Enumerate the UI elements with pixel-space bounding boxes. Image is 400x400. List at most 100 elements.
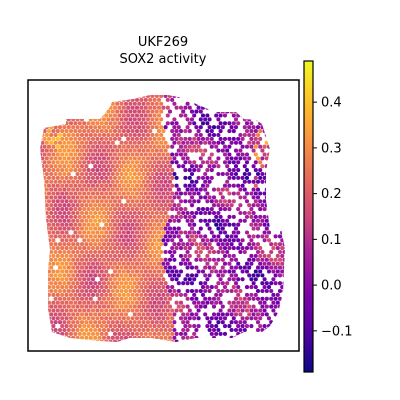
spot [123, 218, 129, 223]
spot [156, 152, 162, 157]
spot [139, 269, 144, 274]
spot [115, 179, 120, 184]
spot [163, 320, 168, 325]
spot [79, 249, 85, 255]
spot [244, 308, 250, 313]
spot [126, 199, 131, 204]
spot [145, 164, 151, 169]
spot [60, 316, 65, 321]
spot [53, 187, 58, 192]
spot [99, 300, 104, 305]
spot [128, 210, 133, 216]
spot [49, 257, 54, 262]
spot [90, 191, 96, 196]
spot [40, 168, 43, 173]
spot [260, 171, 265, 177]
spot [159, 288, 164, 294]
spot [220, 148, 225, 153]
spot [255, 179, 261, 184]
spot [271, 308, 276, 313]
spot [225, 156, 230, 161]
spot [68, 331, 74, 336]
spot [266, 144, 272, 149]
spot [46, 168, 52, 173]
colorbar-tick-label: 0.1 [321, 233, 342, 248]
spot [187, 121, 192, 126]
spot [101, 249, 107, 255]
spot [260, 249, 265, 255]
spot [238, 101, 243, 106]
spot [137, 312, 142, 317]
spot [64, 222, 69, 227]
spot [192, 277, 197, 282]
spot [209, 136, 214, 141]
spot [154, 95, 159, 99]
spot [139, 253, 144, 258]
spot [90, 292, 96, 297]
spot [75, 281, 80, 286]
spot [145, 171, 151, 177]
spot [145, 327, 151, 333]
spot [244, 129, 250, 134]
spot [192, 214, 197, 219]
spot [73, 292, 78, 297]
spot [273, 265, 278, 270]
spot [112, 277, 118, 282]
spot [172, 218, 177, 223]
spot [231, 183, 236, 188]
spot [101, 195, 107, 200]
spot [238, 296, 243, 301]
spot [152, 136, 157, 141]
spot [40, 257, 45, 262]
spot [139, 300, 144, 305]
spot [40, 125, 45, 130]
spot [240, 238, 245, 243]
spot [106, 281, 111, 286]
spot [141, 320, 146, 325]
spot [57, 179, 63, 184]
spot [104, 238, 109, 243]
spot [139, 331, 144, 336]
spot [216, 156, 221, 161]
spot [161, 168, 166, 173]
spot [53, 132, 58, 138]
spot [128, 179, 133, 184]
spot [189, 140, 195, 145]
spot [40, 152, 43, 157]
spot [255, 242, 261, 247]
spot [44, 242, 49, 247]
spot [95, 129, 100, 134]
spot [194, 249, 199, 255]
spot [236, 292, 241, 297]
spot [132, 109, 137, 114]
spot [97, 187, 102, 192]
spot [119, 234, 124, 239]
spot [159, 273, 164, 278]
spot [90, 168, 96, 173]
spot [75, 95, 80, 99]
spot [84, 210, 89, 216]
spot [62, 249, 67, 255]
spot [258, 129, 263, 134]
spot [132, 210, 137, 216]
spot [126, 339, 131, 342]
spot [49, 132, 54, 138]
spot [40, 249, 41, 255]
spot [49, 226, 54, 231]
spot [121, 97, 126, 102]
spot [258, 261, 263, 266]
spot [117, 136, 122, 141]
spot [68, 207, 74, 212]
spot [178, 144, 184, 149]
spot [93, 132, 98, 138]
spot [44, 281, 49, 286]
spot [258, 207, 263, 212]
spot [262, 277, 267, 282]
spot-empty [222, 191, 228, 196]
spot [88, 296, 93, 301]
spot [126, 191, 131, 196]
spot [64, 183, 69, 188]
spot [229, 95, 234, 99]
spot-empty [242, 281, 247, 286]
spot [253, 144, 258, 149]
